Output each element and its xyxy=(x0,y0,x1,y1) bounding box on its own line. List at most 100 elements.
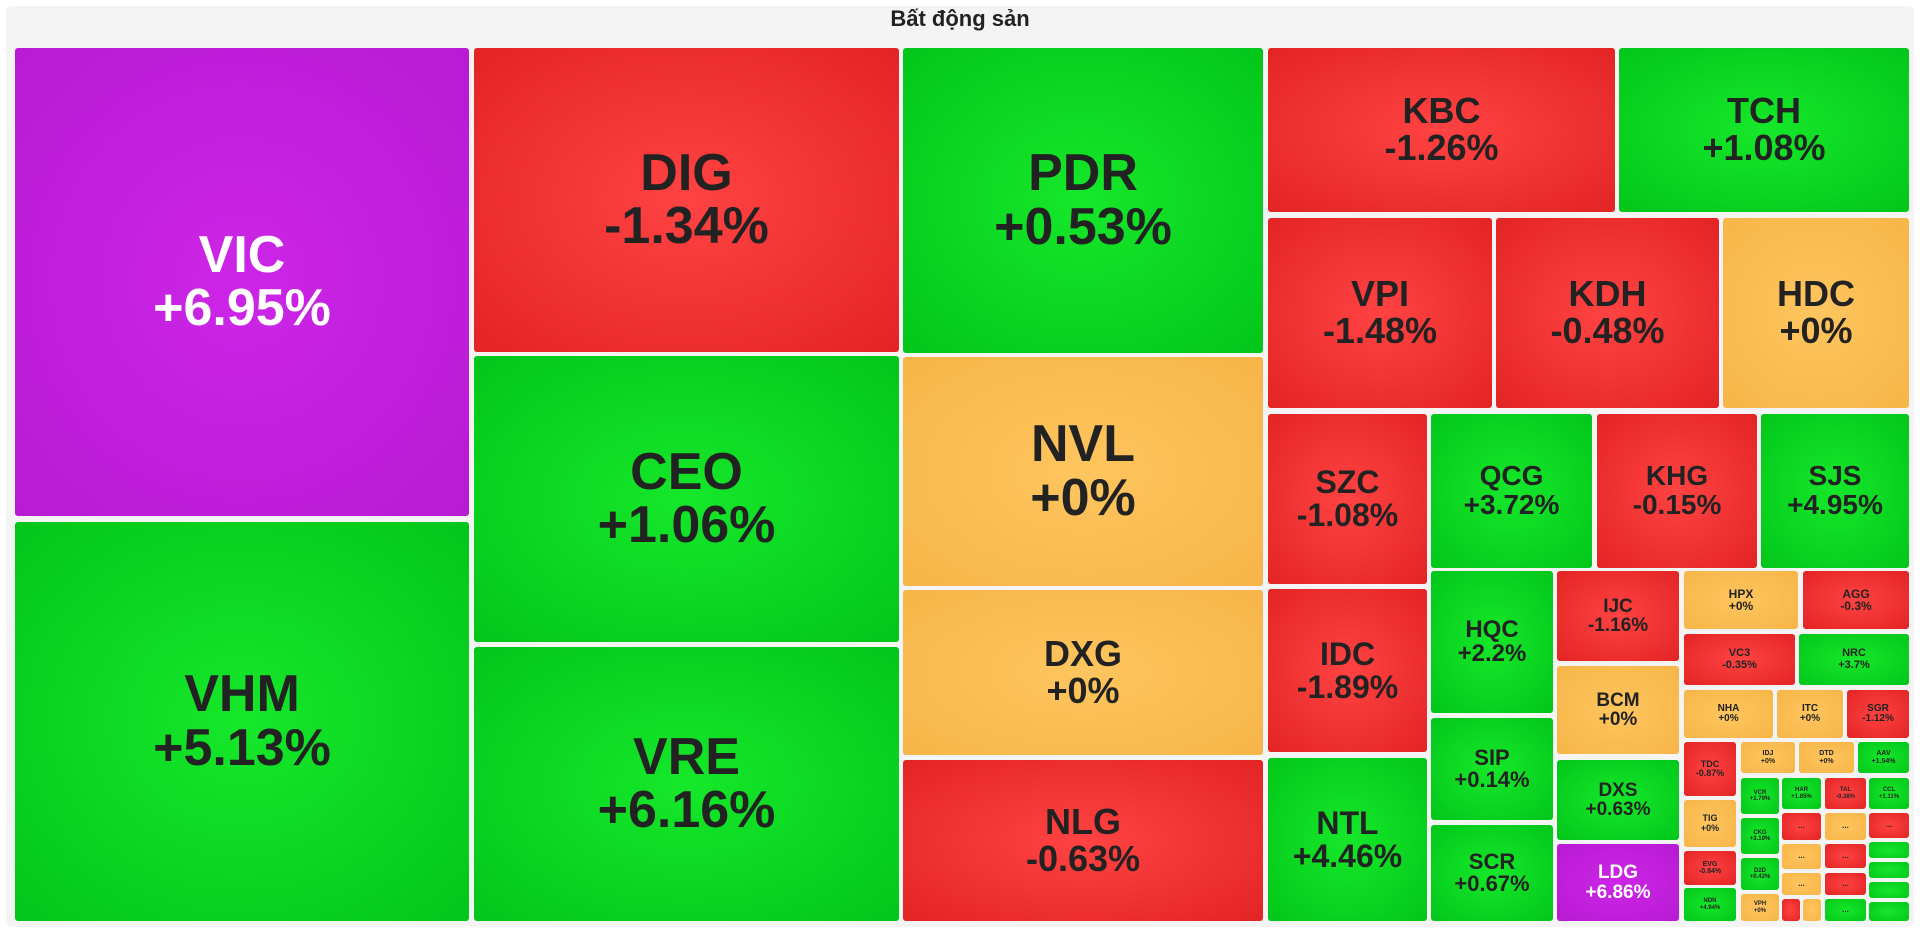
stock-tile-qcg[interactable]: QCG +3.72% xyxy=(1431,414,1592,568)
change-label: +0% xyxy=(1760,757,1776,765)
stock-tile-tal[interactable]: TAL -0.38% xyxy=(1825,778,1866,809)
ticker-label: KBC xyxy=(1402,90,1481,132)
stock-tile-vic[interactable]: VIC +6.95% xyxy=(15,48,469,516)
change-label: +0% xyxy=(1753,907,1767,914)
stock-tile-tdc[interactable]: TDC -0.87% xyxy=(1684,742,1736,796)
stock-tile-vhm[interactable]: VHM +5.13% xyxy=(15,522,469,921)
ticker-label: HDC xyxy=(1777,273,1855,315)
ticker-label: SJS xyxy=(1808,460,1862,492)
change-label: -1.26% xyxy=(1384,127,1499,168)
change-label: -0.84% xyxy=(1698,868,1722,875)
stock-tile-agg[interactable]: AGG -0.3% xyxy=(1803,571,1909,629)
stock-tile-kbc[interactable]: KBC -1.26% xyxy=(1268,48,1615,212)
change-label: +1.85% xyxy=(1791,793,1812,800)
stock-tile-vcr[interactable]: VCR +1.79% xyxy=(1741,778,1779,814)
change-label: +1.08% xyxy=(1702,127,1826,168)
ticker-label: ... xyxy=(1842,878,1849,888)
change-label: +0% xyxy=(1030,468,1136,527)
stock-tile[interactable]: ... xyxy=(1782,844,1821,869)
change-label: -1.34% xyxy=(604,197,769,255)
stock-tile-ceo[interactable]: CEO +1.06% xyxy=(474,356,899,642)
stock-tile-nrc[interactable]: NRC +3.7% xyxy=(1799,634,1909,685)
stock-tile-sjs[interactable]: SJS +4.95% xyxy=(1761,414,1909,568)
stock-tile-tig[interactable]: TIG +0% xyxy=(1684,800,1736,847)
stock-tile[interactable] xyxy=(1869,882,1909,898)
stock-tile-sgr[interactable]: SGR -1.12% xyxy=(1847,690,1909,738)
stock-tile-kdh[interactable]: KDH -0.48% xyxy=(1496,218,1719,408)
stock-tile-ijc[interactable]: IJC -1.16% xyxy=(1557,571,1679,661)
stock-tile-vre[interactable]: VRE +6.16% xyxy=(474,647,899,921)
stock-tile-dxg[interactable]: DXG +0% xyxy=(903,590,1263,755)
stock-tile-tch[interactable]: TCH +1.08% xyxy=(1619,48,1909,212)
stock-tile[interactable] xyxy=(1869,842,1909,858)
stock-tile-hpx[interactable]: HPX +0% xyxy=(1684,571,1798,629)
ticker-label: DXG xyxy=(1043,632,1122,674)
stock-tile-nha[interactable]: NHA +0% xyxy=(1684,690,1773,738)
stock-tile[interactable] xyxy=(1869,902,1909,921)
stock-tile-dxs[interactable]: DXS +0.63% xyxy=(1557,760,1679,840)
stock-tile-ntl[interactable]: NTL +4.46% xyxy=(1268,758,1427,921)
change-label: +1.54% xyxy=(1871,757,1896,765)
change-label: -0.35% xyxy=(1722,658,1757,671)
stock-tile-vc3[interactable]: VC3 -0.35% xyxy=(1684,634,1795,685)
ticker-label: ... xyxy=(1842,821,1849,831)
ticker-label: TIG xyxy=(1702,813,1718,824)
stock-tile-dtd[interactable]: DTD +0% xyxy=(1799,742,1854,773)
ticker-label: CKG xyxy=(1753,829,1767,836)
stock-tile-evg[interactable]: EVG -0.84% xyxy=(1684,851,1736,885)
ticker-label: SZC xyxy=(1315,464,1380,501)
stock-tile-bcm[interactable]: BCM +0% xyxy=(1557,666,1679,754)
stock-tile-ndn[interactable]: NDN +4.94% xyxy=(1684,888,1736,921)
stock-tile-idc[interactable]: IDC -1.89% xyxy=(1268,589,1427,752)
stock-tile[interactable]: ... xyxy=(1782,813,1821,840)
ticker-label: BCM xyxy=(1596,689,1640,711)
change-label: +2.2% xyxy=(1457,640,1527,667)
stock-tile-vpi[interactable]: VPI -1.48% xyxy=(1268,218,1492,408)
stock-tile-dig[interactable]: DIG -1.34% xyxy=(474,48,899,352)
ticker-label: VPH xyxy=(1753,901,1767,908)
stock-tile-nlg[interactable]: NLG -0.63% xyxy=(903,760,1263,921)
stock-tile-pdr[interactable]: PDR +0.53% xyxy=(903,48,1263,353)
stock-tile[interactable] xyxy=(1803,899,1821,921)
change-label: +1.06% xyxy=(597,496,776,554)
stock-tile[interactable]: ... xyxy=(1825,873,1866,895)
change-label: +6.16% xyxy=(597,781,776,839)
stock-tile[interactable]: ... xyxy=(1825,813,1866,840)
stock-tile-ldg[interactable]: LDG +6.86% xyxy=(1557,844,1679,921)
stock-tile-d2d[interactable]: D2D +0.42% xyxy=(1741,858,1779,890)
change-label: +0% xyxy=(1819,757,1834,765)
stock-tile[interactable] xyxy=(1869,862,1909,878)
ticker-label: KHG xyxy=(1645,460,1709,492)
stock-tile[interactable]: ... xyxy=(1825,899,1866,921)
stock-tile-hqc[interactable]: HQC +2.2% xyxy=(1431,571,1553,713)
change-label: +3.19% xyxy=(1749,836,1771,842)
stock-tile-nvl[interactable]: NVL +0% xyxy=(903,357,1263,586)
stock-tile-hdc[interactable]: HDC +0% xyxy=(1723,218,1909,408)
stock-tile-idj[interactable]: IDJ +0% xyxy=(1741,742,1795,773)
ticker-label: ... xyxy=(1885,820,1893,830)
stock-tile[interactable]: ... xyxy=(1782,873,1821,895)
stock-tile[interactable]: ... xyxy=(1825,844,1866,868)
change-label: -1.48% xyxy=(1322,310,1438,351)
change-label: -1.16% xyxy=(1587,615,1649,636)
stock-tile[interactable]: ... xyxy=(1869,813,1909,838)
stock-tile-szc[interactable]: SZC -1.08% xyxy=(1268,414,1427,584)
ticker-label: KDH xyxy=(1568,273,1647,315)
stock-tile-khg[interactable]: KHG -0.15% xyxy=(1597,414,1757,568)
ticker-label: NTL xyxy=(1316,804,1379,841)
stock-tile-vph[interactable]: VPH +0% xyxy=(1741,894,1779,921)
change-label: -0.48% xyxy=(1550,310,1665,351)
stock-tile[interactable] xyxy=(1782,899,1800,921)
ticker-label: VHM xyxy=(184,665,300,724)
change-label: +4.46% xyxy=(1292,837,1403,874)
stock-tile-scr[interactable]: SCR +0.67% xyxy=(1431,825,1553,921)
stock-tile-itc[interactable]: ITC +0% xyxy=(1777,690,1843,738)
stock-tile-ckg[interactable]: CKG +3.19% xyxy=(1741,818,1779,854)
stock-tile-har[interactable]: HAR +1.85% xyxy=(1782,778,1821,809)
change-label: +3.72% xyxy=(1463,489,1560,520)
stock-tile-sip[interactable]: SIP +0.14% xyxy=(1431,718,1553,820)
stock-tile-aav[interactable]: AAV +1.54% xyxy=(1858,742,1909,773)
ticker-label: TDC xyxy=(1700,758,1720,769)
ticker-label: DXS xyxy=(1598,779,1638,801)
stock-tile-ccl[interactable]: CCL +1.11% xyxy=(1869,778,1909,809)
